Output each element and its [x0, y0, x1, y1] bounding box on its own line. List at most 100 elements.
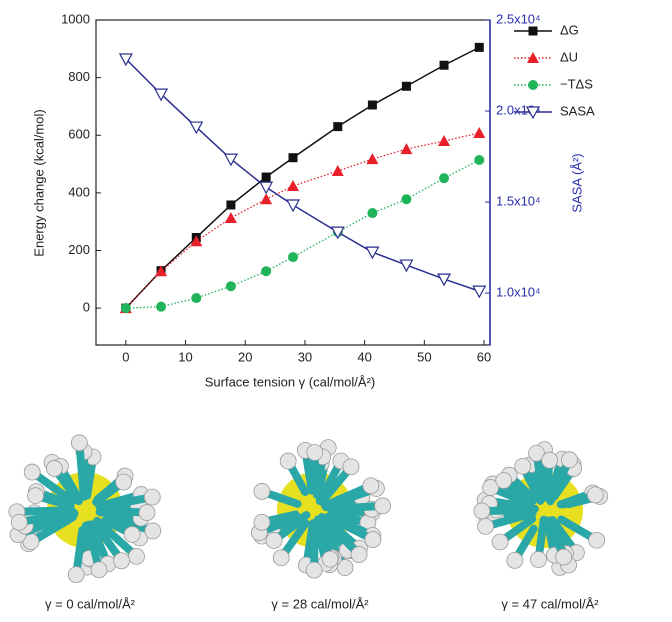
legend-marker	[527, 52, 539, 63]
legend-marker	[525, 106, 541, 120]
marker	[439, 173, 450, 184]
chain	[15, 508, 78, 527]
legend-marker	[528, 26, 538, 36]
head-group	[555, 548, 573, 566]
head-group	[530, 551, 547, 568]
legend-label: ΔU	[560, 49, 578, 64]
legend-label: −TΔS	[560, 76, 593, 91]
head-group	[364, 531, 382, 548]
marker	[155, 265, 168, 277]
x-tick-label: 50	[417, 349, 431, 364]
x-tick-label: 10	[178, 349, 192, 364]
head-group	[27, 487, 44, 505]
legend-label: ΔG	[560, 22, 579, 37]
y2-tick-label: 2.0x10⁴	[496, 102, 541, 117]
head-group	[586, 486, 604, 504]
head-group	[514, 457, 532, 475]
image-caption: γ = 28 cal/mol/Å²	[271, 596, 369, 611]
x-tick-label: 30	[298, 349, 312, 364]
head-group	[265, 532, 283, 549]
head-group	[253, 483, 271, 500]
head-group	[90, 561, 108, 579]
marker	[474, 155, 485, 166]
head-group	[253, 513, 271, 531]
head-group	[306, 444, 324, 461]
head-group	[477, 518, 494, 535]
head-group	[305, 561, 323, 579]
chain	[75, 438, 88, 501]
head-group	[272, 549, 290, 567]
head-group	[144, 522, 162, 540]
marker	[288, 252, 298, 263]
marker	[156, 301, 167, 312]
marker	[189, 121, 204, 135]
chain	[12, 506, 73, 516]
head-group	[113, 552, 130, 570]
marker	[260, 193, 273, 205]
head-group	[321, 550, 339, 568]
head-group	[115, 473, 133, 491]
marker	[474, 42, 484, 52]
head-group	[561, 451, 578, 469]
x-tick-label: 0	[122, 349, 129, 364]
y-tick-label: 600	[68, 127, 90, 142]
marker	[287, 179, 299, 191]
marker	[438, 135, 451, 147]
marker	[439, 60, 449, 70]
marker	[261, 172, 271, 182]
legend-label: SASA	[560, 103, 595, 118]
y-axis-label: Energy change (kcal/mol)	[31, 109, 46, 256]
y-tick-label: 200	[68, 242, 90, 257]
y-tick-label: 800	[68, 69, 90, 84]
y2-tick-label: 2.5x10⁴	[496, 11, 541, 26]
chain	[93, 516, 141, 561]
marker	[285, 199, 301, 213]
series-line	[125, 159, 480, 309]
marker	[400, 143, 413, 155]
marker	[473, 126, 486, 138]
y2-tick-label: 1.0x10⁴	[496, 285, 541, 300]
head-group	[374, 497, 392, 515]
marker	[367, 100, 377, 110]
head-group	[70, 434, 88, 452]
head-group	[23, 463, 41, 481]
marker	[225, 281, 236, 292]
series-line	[125, 46, 480, 309]
head-group	[350, 546, 368, 563]
marker	[261, 266, 272, 277]
y2-tick-label: 1.5x10⁴	[496, 194, 541, 209]
x-tick-label: 60	[477, 349, 491, 364]
y-tick-label: 1000	[61, 11, 90, 26]
marker	[154, 88, 169, 102]
head-group	[473, 502, 491, 520]
marker	[401, 81, 411, 91]
series-line	[125, 132, 480, 309]
chain	[317, 512, 364, 559]
head-group	[279, 452, 297, 470]
marker	[190, 235, 203, 247]
marker	[226, 200, 236, 210]
head-group	[362, 477, 380, 495]
y-tick-label: 0	[83, 300, 90, 315]
marker	[366, 153, 379, 165]
marker	[118, 53, 133, 67]
marker	[333, 122, 343, 132]
marker	[191, 293, 202, 304]
head-group	[342, 458, 360, 476]
image-caption: γ = 47 cal/mol/Å²	[501, 596, 599, 611]
marker	[288, 153, 298, 163]
marker	[437, 273, 452, 287]
marker	[330, 226, 345, 240]
head-group	[541, 451, 559, 469]
x-tick-label: 40	[357, 349, 371, 364]
x-axis-label: Surface tension γ (cal/mol/Å²)	[205, 374, 376, 389]
y-tick-label: 400	[68, 184, 90, 199]
nanoparticle-render	[473, 441, 609, 576]
marker	[365, 246, 380, 260]
marker	[259, 181, 274, 195]
legend-marker	[528, 80, 538, 90]
head-group	[495, 472, 513, 489]
head-group	[138, 504, 156, 521]
head-group	[45, 460, 63, 477]
